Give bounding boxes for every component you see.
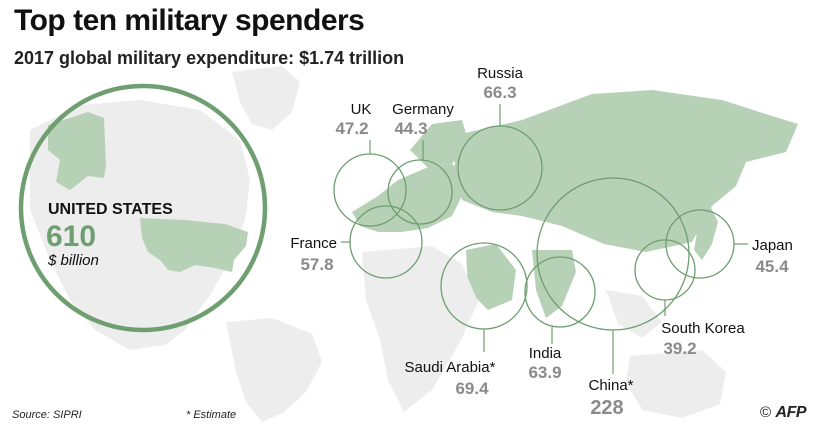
label-germany-value: 44.3 [394, 119, 427, 138]
label-france-value: 57.8 [300, 255, 333, 274]
india-shape [532, 250, 576, 318]
label-saudi-arabia-value: 69.4 [455, 379, 489, 398]
label-uk-value: 47.2 [335, 119, 368, 138]
middle-east-shape [466, 244, 516, 310]
africa-shape [362, 246, 478, 412]
scandinavia-shape [410, 120, 468, 168]
afp-logo: © AFP [760, 404, 807, 422]
bubble-india [524, 256, 596, 328]
label-south-korea-value: 39.2 [663, 339, 696, 358]
label-china-name: China* [588, 377, 633, 394]
usa-shape [140, 218, 248, 272]
afp-wordmark: AFP [775, 404, 807, 421]
estimate-note: * Estimate [186, 409, 237, 421]
alaska-shape [48, 112, 106, 190]
southeast-asia-shape [606, 290, 662, 338]
copyright-symbol: © [760, 404, 772, 421]
featured-country-value: 610 [46, 220, 96, 253]
bubble-usa [18, 83, 268, 333]
country-labels: Russia 66.3 UK 47.2 Germany 44.3 France … [290, 65, 793, 419]
south-america-shape [226, 318, 322, 422]
featured-country: UNITED STATES 610 $ billion [46, 201, 173, 269]
label-saudi-arabia-name: Saudi Arabia* [405, 359, 496, 376]
leader-lines [341, 104, 748, 374]
australia-shape [626, 350, 726, 418]
featured-country-unit: $ billion [47, 252, 99, 269]
featured-country-name: UNITED STATES [48, 201, 173, 218]
label-china-value: 228 [590, 397, 623, 419]
label-russia-value: 66.3 [483, 83, 516, 102]
label-germany-name: Germany [392, 101, 454, 118]
label-uk-name: UK [351, 101, 372, 118]
greenland-shape [232, 66, 300, 130]
label-japan-value: 45.4 [755, 257, 789, 276]
basemap [30, 66, 798, 422]
russia-asia-shape [452, 90, 798, 252]
bubble-germany [387, 159, 453, 225]
label-russia-name: Russia [477, 65, 524, 82]
label-india-name: India [529, 345, 562, 362]
label-india-value: 63.9 [528, 363, 561, 382]
page-subtitle: 2017 global military expenditure: $1.74 … [14, 48, 405, 68]
label-japan-name: Japan [752, 237, 793, 254]
page-title: Top ten military spenders [14, 4, 365, 37]
japan-shape [694, 206, 718, 260]
europe-shape [352, 164, 470, 232]
label-france-name: France [290, 235, 337, 252]
label-south-korea-name: South Korea [661, 320, 745, 337]
source-note: Source: SIPRI [12, 409, 82, 421]
bubble-south-korea [634, 239, 696, 301]
